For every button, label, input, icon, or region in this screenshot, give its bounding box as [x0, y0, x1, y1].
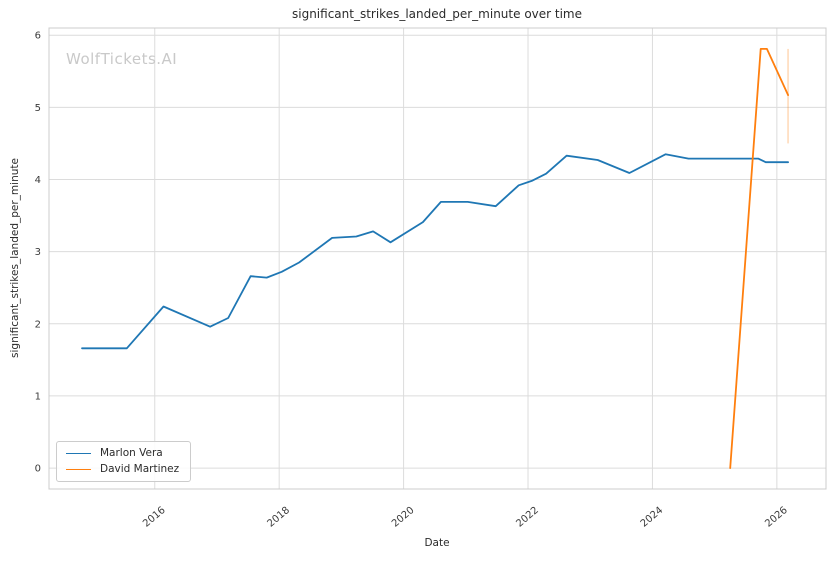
legend: Marlon Vera David Martinez — [56, 441, 192, 482]
y-tick-label: 0 — [35, 464, 41, 475]
legend-line-swatch-blue — [66, 452, 91, 454]
legend-item-marlon-vera: Marlon Vera — [66, 447, 179, 459]
series-line-david-martinez — [729, 48, 789, 470]
watermark: WolfTickets.AI — [66, 50, 178, 68]
x-tick-label: 2016 — [141, 505, 168, 530]
y-tick-label: 5 — [35, 103, 41, 114]
x-tick-label: 2026 — [763, 505, 790, 530]
y-tick-label: 3 — [35, 247, 41, 258]
y-tick-label: 2 — [35, 319, 41, 330]
legend-line-swatch-orange — [66, 468, 91, 470]
x-axis-label: Date — [424, 537, 450, 549]
legend-label: Marlon Vera — [100, 447, 163, 459]
x-tick-label: 2024 — [639, 505, 666, 530]
axes-border — [48, 27, 827, 490]
x-tick-label: 2022 — [514, 505, 541, 530]
y-tick-label: 4 — [35, 175, 41, 186]
legend-label: David Martinez — [100, 463, 180, 475]
y-tick-label: 1 — [35, 391, 41, 402]
y-axis-label: significant_strikes_landed_per_minute — [9, 158, 21, 358]
legend-item-david-martinez: David Martinez — [66, 463, 179, 475]
chart-title: significant_strikes_landed_per_minute ov… — [291, 7, 583, 21]
x-tick-label: 2020 — [390, 505, 417, 530]
x-tick-label: 2018 — [266, 505, 293, 530]
series-line-marlon-vera — [81, 153, 789, 350]
y-tick-label: 6 — [35, 31, 41, 42]
